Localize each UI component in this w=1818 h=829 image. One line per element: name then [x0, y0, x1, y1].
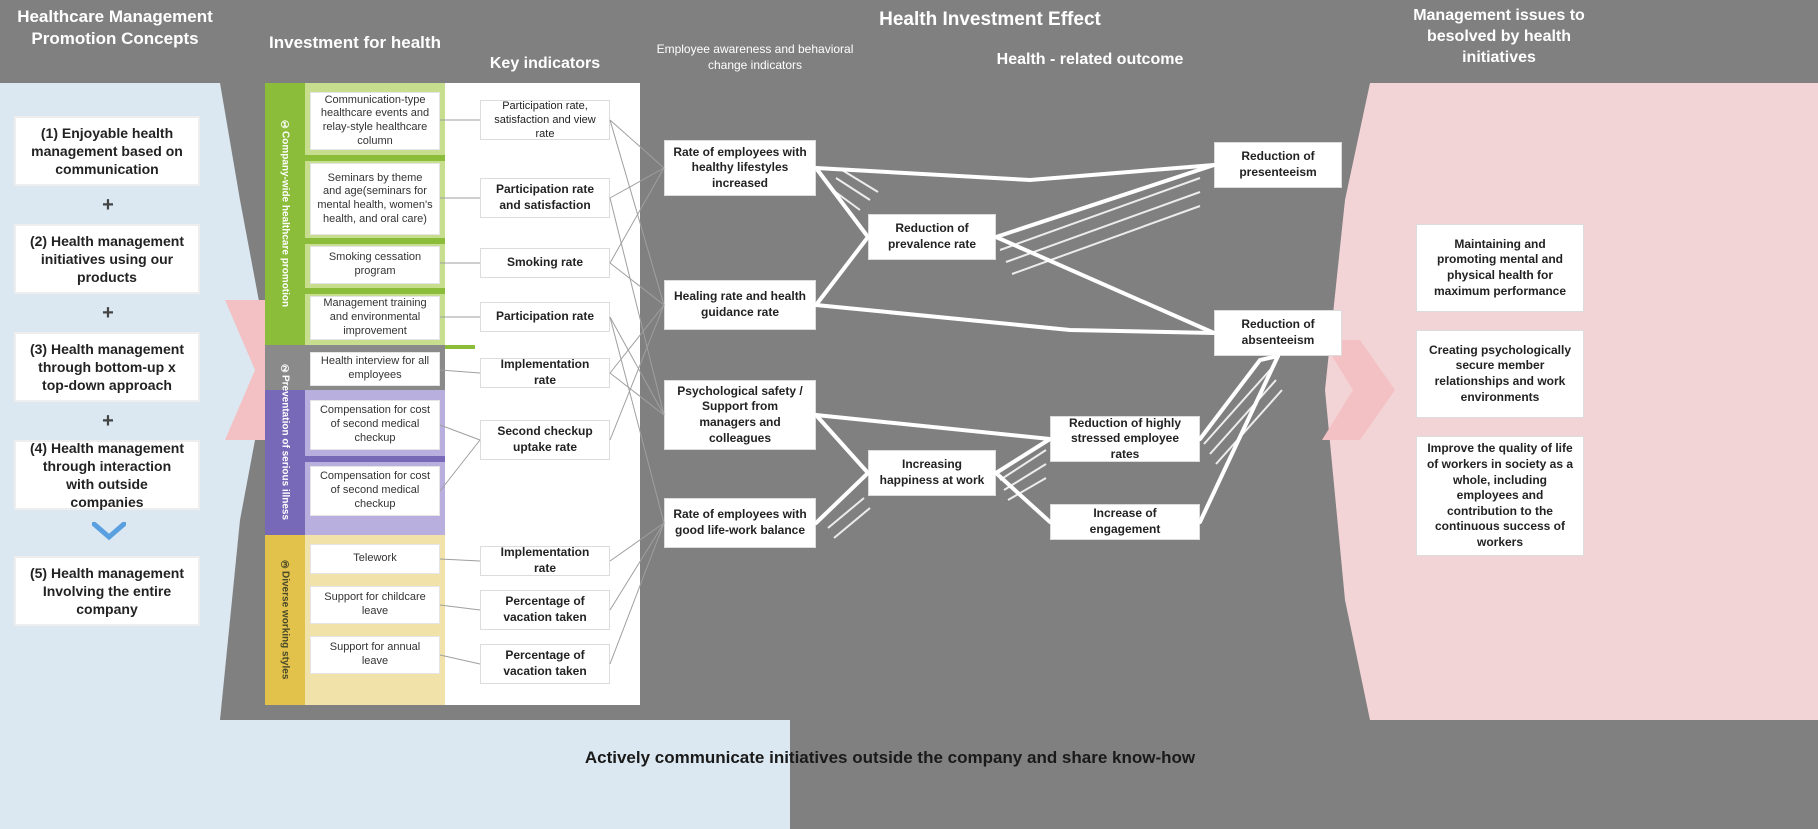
- ki-2: Participation rate and satisfaction: [480, 178, 610, 218]
- header-concepts: Healthcare Management Promotion Concepts: [0, 6, 230, 50]
- issue-2: Creating psychologically secure member r…: [1416, 330, 1584, 418]
- issue-1: Maintaining and promoting mental and phy…: [1416, 224, 1584, 312]
- header-awareness: Employee awareness and behavioral change…: [640, 42, 870, 73]
- oc-c2: Reduction of absenteeism: [1214, 310, 1342, 356]
- inv-g3-1: Telework: [310, 544, 440, 574]
- inv-g1-2: Seminars by theme and age(seminars for m…: [310, 163, 440, 235]
- oc-b2: Increase of engagement: [1050, 504, 1200, 540]
- oc-c1: Reduction of presenteeism: [1214, 142, 1342, 188]
- footer-text: Actively communicate initiatives outside…: [500, 748, 1280, 768]
- side-label-green: ①Company-wide healthcare promotion: [270, 88, 300, 340]
- inv-g1-4: Management training and environmental im…: [310, 296, 440, 340]
- inv-g2-3: Compensation for cost of second medical …: [310, 466, 440, 516]
- oc-a1: Reduction of prevalence rate: [868, 214, 996, 260]
- ki-4: Participation rate: [480, 302, 610, 332]
- ki-8: Percentage of vacation taken: [480, 590, 610, 630]
- ki-6: Second checkup uptake rate: [480, 420, 610, 460]
- plus-3: +: [98, 410, 118, 433]
- chevron-down-icon: [92, 522, 126, 542]
- plus-2: +: [98, 302, 118, 325]
- inv-g3-2: Support for childcare leave: [310, 586, 440, 624]
- ki-7: Implementation rate: [480, 546, 610, 576]
- oc-a2: Increasing happiness at work: [868, 450, 996, 496]
- header-effect: Health Investment Effect: [640, 8, 1340, 33]
- ki-5: Implementation rate: [480, 358, 610, 388]
- inv-g3-3: Support for annual leave: [310, 636, 440, 674]
- header-investment: Investment for health: [255, 32, 455, 54]
- header-issues: Management issues to besolved by health …: [1394, 6, 1604, 68]
- inv-g1-1: Communication-type healthcare events and…: [310, 92, 440, 150]
- inv-g2-2: Compensation for cost of second medical …: [310, 400, 440, 450]
- concept-3: (3) Health management through bottom-up …: [14, 332, 200, 402]
- ki-1: Participation rate, satisfaction and vie…: [480, 100, 610, 140]
- concept-4: (4) Health management through interactio…: [14, 440, 200, 510]
- aw-3: Psychological safety / Support from mana…: [664, 380, 816, 450]
- inv-g1-3: Smoking cessation program: [310, 246, 440, 284]
- concept-1: (1) Enjoyable health management based on…: [14, 116, 200, 186]
- oc-b1: Reduction of highly stressed employee ra…: [1050, 416, 1200, 462]
- concept-5: (5) Health management Involving the enti…: [14, 556, 200, 626]
- header-outcome: Health - related outcome: [940, 50, 1240, 71]
- header-key-indicators: Key indicators: [460, 54, 630, 75]
- inv-g2-1: Health interview for all employees: [310, 352, 440, 386]
- concept-2: (2) Health management initiatives using …: [14, 224, 200, 294]
- side-label-purple: ②Preventation of serious illness: [270, 355, 300, 530]
- issue-3: Improve the quality of life of workers i…: [1416, 436, 1584, 556]
- ki-9: Percentage of vacation taken: [480, 644, 610, 684]
- sep-green-3: [305, 288, 445, 294]
- side-label-yellow: ③Diverse working styles: [270, 540, 300, 700]
- sep-purple-1: [305, 456, 445, 462]
- aw-1: Rate of employees with healthy lifestyle…: [664, 140, 816, 196]
- sep-green-2: [305, 238, 445, 244]
- aw-2: Healing rate and health guidance rate: [664, 280, 816, 330]
- sep-green-1: [305, 155, 445, 161]
- green-tick: [445, 345, 475, 349]
- aw-4: Rate of employees with good life-work ba…: [664, 498, 816, 548]
- ki-3: Smoking rate: [480, 248, 610, 278]
- plus-1: +: [98, 194, 118, 217]
